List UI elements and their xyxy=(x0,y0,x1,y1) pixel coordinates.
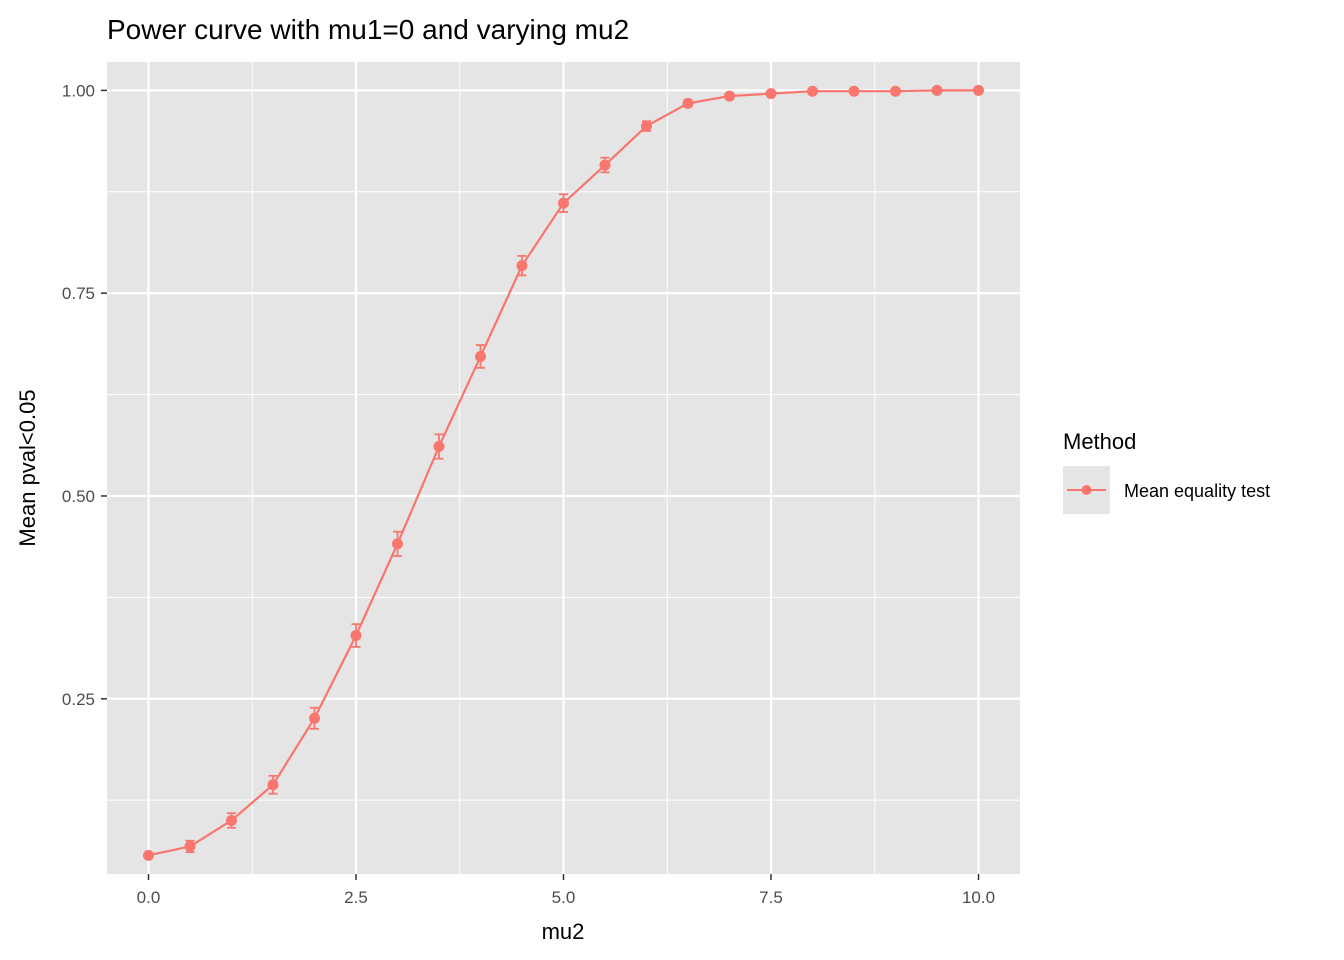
data-point xyxy=(184,840,196,852)
data-point xyxy=(931,84,943,96)
data-point xyxy=(143,849,154,861)
data-point xyxy=(226,814,237,826)
y-tick-label: 0.75 xyxy=(62,284,95,303)
data-point xyxy=(641,120,652,132)
data-point xyxy=(433,441,445,453)
y-tick-label: 0.50 xyxy=(62,487,95,506)
x-tick-label: 0.0 xyxy=(137,888,161,907)
tick-labels: 0.0 2.5 5.0 7.5 10.0 0.25 0.50 0.75 1.00 xyxy=(62,81,995,907)
data-point xyxy=(807,85,818,97)
axis-ticks xyxy=(101,89,980,880)
data-point xyxy=(475,350,486,362)
y-axis-title: Mean pval<0.05 xyxy=(15,389,40,546)
data-point xyxy=(724,90,735,102)
series-layer xyxy=(143,84,984,861)
data-point xyxy=(558,197,569,209)
data-point xyxy=(682,97,694,109)
data-point xyxy=(309,712,320,724)
data-point xyxy=(890,85,901,97)
legend: Method Mean equality test xyxy=(1063,429,1270,514)
data-point xyxy=(765,88,777,100)
x-tick-label: 5.0 xyxy=(552,888,576,907)
x-axis-title: mu2 xyxy=(542,919,585,944)
data-point xyxy=(516,260,528,272)
data-point xyxy=(350,630,362,642)
x-tick-label: 10.0 xyxy=(962,888,995,907)
legend-key-point xyxy=(1081,485,1092,495)
legend-title: Method xyxy=(1063,429,1136,454)
legend-label: Mean equality test xyxy=(1124,481,1270,501)
y-tick-label: 0.25 xyxy=(62,690,95,709)
data-point xyxy=(973,84,984,96)
data-point xyxy=(392,538,403,550)
chart-title: Power curve with mu1=0 and varying mu2 xyxy=(107,14,629,45)
x-tick-label: 2.5 xyxy=(344,888,368,907)
x-tick-label: 7.5 xyxy=(759,888,783,907)
data-point xyxy=(267,779,279,791)
data-point xyxy=(599,159,611,171)
data-point xyxy=(848,85,860,97)
y-tick-label: 1.00 xyxy=(62,81,95,100)
